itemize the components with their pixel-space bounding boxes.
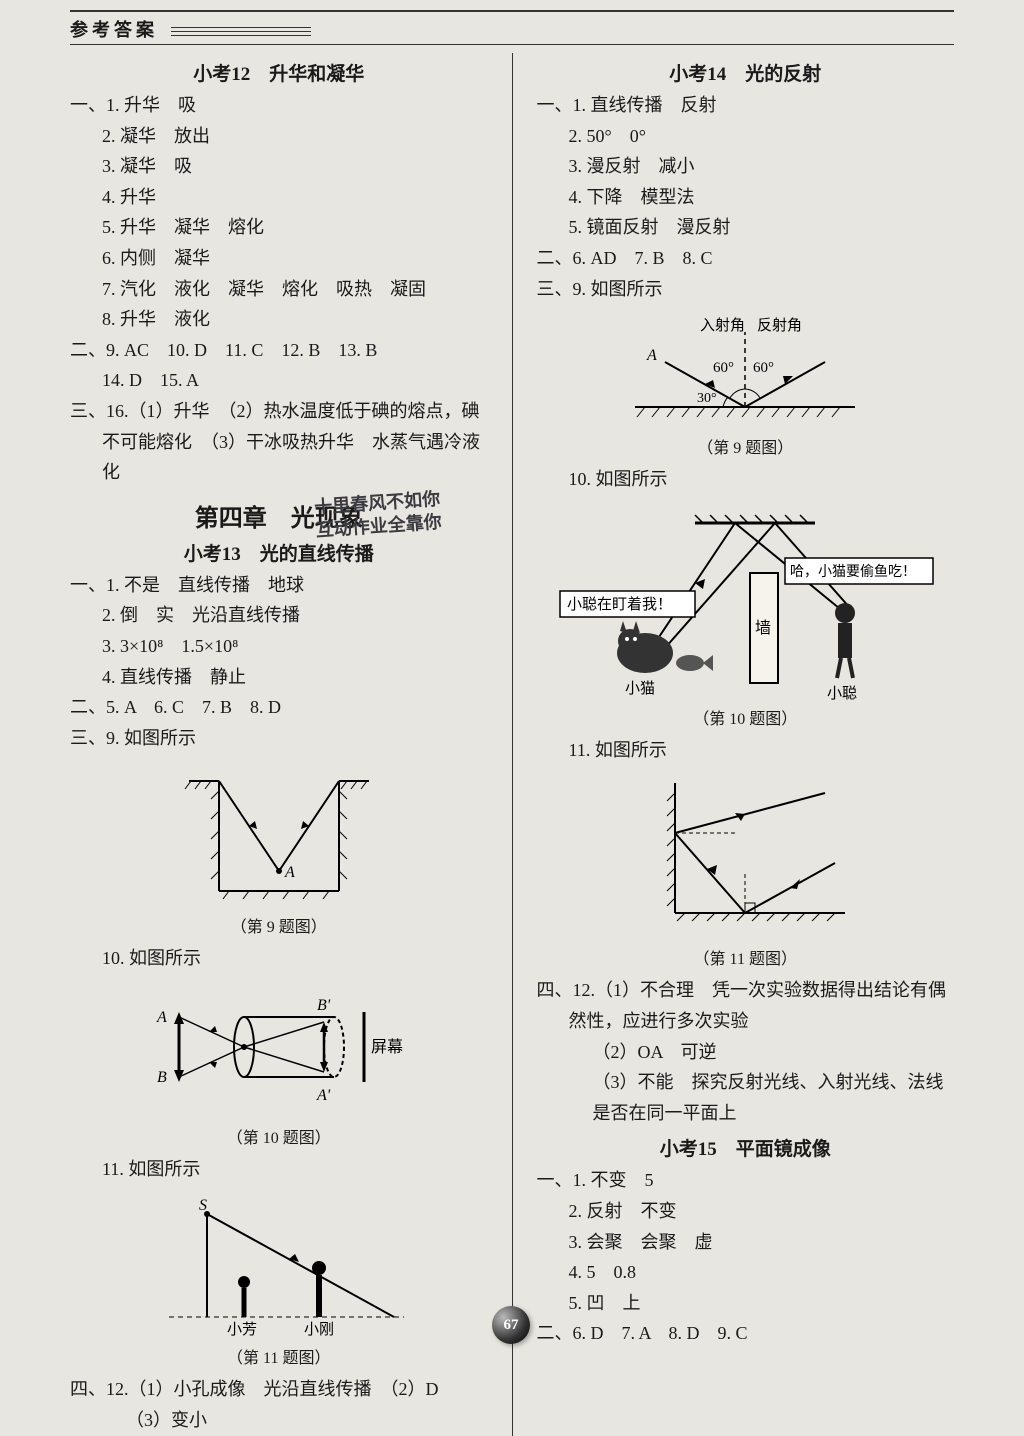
svg-text:反射角: 反射角 — [757, 317, 802, 334]
answer-line: 2. 50° 0° — [537, 121, 955, 152]
answer-line: 一、1. 不是 直线传播 地球 — [70, 570, 488, 601]
answer-line: 2. 反射 不变 — [537, 1196, 955, 1227]
svg-text:30°: 30° — [697, 391, 717, 406]
answer-line: 4. 升华 — [70, 182, 488, 213]
page-header: 参考答案 — [70, 10, 954, 45]
answer-line: 10. 如图所示 — [537, 464, 955, 495]
answer-line: 10. 如图所示 — [70, 943, 488, 974]
fig-caption: （第 11 题图） — [537, 945, 955, 969]
answer-line: 5. 镜面反射 漫反射 — [537, 212, 955, 243]
answer-line: 一、1. 不变 5 — [537, 1165, 955, 1196]
svg-text:墙: 墙 — [755, 619, 771, 637]
lens-diagram-icon: A B B' A' 屏幕 — [149, 982, 409, 1122]
answer-line: 4. 下降 模型法 — [537, 182, 955, 213]
answer-line: 4. 5 0.8 — [537, 1257, 955, 1288]
answer-line: 四、12.（1）不合理 凭一次实验数据得出结论有偶然性，应进行多次实验 — [537, 975, 955, 1036]
svg-text:小刚: 小刚 — [304, 1321, 334, 1338]
answer-line: （2）OA 可逆 — [537, 1037, 955, 1068]
answer-line: 14. D 15. A — [70, 365, 488, 396]
fig-caption: （第 10 题图） — [70, 1124, 488, 1148]
column-divider — [512, 53, 513, 1436]
header-lines-icon — [171, 24, 311, 39]
fig-caption: （第 11 题图） — [70, 1344, 488, 1368]
answer-line: 二、6. AD 7. B 8. C — [537, 243, 955, 274]
section-14-title: 小考14 光的反射 — [537, 59, 955, 86]
sec14-fig9: A 60° 60° 30° 入射角 反射角 — [537, 312, 955, 432]
svg-text:A: A — [284, 864, 295, 881]
handwritten-note: 十里春风不如你 互动作业全靠你 — [314, 488, 443, 543]
svg-text:A: A — [156, 1009, 167, 1026]
svg-text:小聪: 小聪 — [827, 685, 857, 702]
answer-line: 四、12.（1）小孔成像 光沿直线传播 （2）D — [70, 1374, 488, 1405]
answer-line: 三、16.（1）升华 （2）热水温度低于碘的熔点，碘不可能熔化 （3）干冰吸热升… — [70, 396, 488, 488]
answer-line: 一、1. 直线传播 反射 — [537, 90, 955, 121]
answer-line: 3. 凝华 吸 — [70, 151, 488, 182]
section-15-title: 小考15 平面镜成像 — [537, 1134, 955, 1161]
answer-line: （3）变小 — [70, 1405, 488, 1436]
sec14-fig11 — [537, 773, 955, 943]
answer-line: 二、5. A 6. C 7. B 8. D — [70, 692, 488, 723]
sec14-fig10: 墙 小猫 小聪 小聪在盯着我！ — [537, 503, 955, 703]
svg-text:B: B — [157, 1069, 167, 1086]
shadow-diagram-icon: S 小芳 小刚 — [139, 1192, 419, 1342]
svg-text:入射角: 入射角 — [700, 317, 745, 334]
header-title: 参考答案 — [70, 20, 158, 40]
answer-line: 2. 凝华 放出 — [70, 121, 488, 152]
answer-line: 2. 倒 实 光沿直线传播 — [70, 600, 488, 631]
svg-text:B': B' — [317, 997, 331, 1014]
svg-text:60°: 60° — [713, 360, 734, 376]
svg-text:哈，小猫要偷鱼吃！: 哈，小猫要偷鱼吃！ — [790, 563, 916, 580]
double-mirror-diagram-icon — [625, 773, 865, 943]
page-number: 67 — [492, 1306, 532, 1346]
answer-line: 3. 漫反射 减小 — [537, 151, 955, 182]
answer-line: 4. 直线传播 静止 — [70, 662, 488, 693]
answer-line: 11. 如图所示 — [537, 735, 955, 766]
svg-text:小猫: 小猫 — [625, 680, 655, 697]
svg-text:60°: 60° — [753, 360, 774, 376]
left-column: 小考12 升华和凝华 一、1. 升华 吸 2. 凝华 放出 3. 凝华 吸 4.… — [70, 53, 488, 1436]
answer-line: 6. 内侧 凝华 — [70, 243, 488, 274]
sec13-fig9: A — [70, 761, 488, 911]
page-content: 小考12 升华和凝华 一、1. 升华 吸 2. 凝华 放出 3. 凝华 吸 4.… — [70, 53, 954, 1436]
svg-text:小芳: 小芳 — [227, 1321, 257, 1338]
sec13-fig10: A B B' A' 屏幕 — [70, 982, 488, 1122]
answer-line: 二、6. D 7. A 8. D 9. C — [537, 1318, 955, 1349]
reflection-diagram-icon: A 60° 60° 30° 入射角 反射角 — [605, 312, 885, 432]
fig-caption: （第 9 题图） — [537, 434, 955, 458]
svg-text:A: A — [646, 347, 657, 364]
answer-line: 一、1. 升华 吸 — [70, 90, 488, 121]
sec13-fig11: S 小芳 小刚 — [70, 1192, 488, 1342]
svg-text:屏幕: 屏幕 — [371, 1038, 403, 1056]
answer-line: 二、9. AC 10. D 11. C 12. B 13. B — [70, 335, 488, 366]
section-13-title: 小考13 光的直线传播 — [70, 539, 488, 566]
svg-text:A': A' — [316, 1087, 331, 1104]
well-diagram-icon: A — [179, 761, 379, 911]
svg-text:小聪在盯着我！: 小聪在盯着我！ — [567, 596, 672, 613]
answer-line: 3. 3×10⁸ 1.5×10⁸ — [70, 631, 488, 662]
answer-line: 7. 汽化 液化 凝华 熔化 吸热 凝固 — [70, 274, 488, 305]
answer-line: （3）不能 探究反射光线、入射光线、法线是否在同一平面上 — [537, 1067, 955, 1128]
fig-caption: （第 9 题图） — [70, 913, 488, 937]
cat-mirror-diagram-icon: 墙 小猫 小聪 小聪在盯着我！ — [555, 503, 935, 703]
answer-line: 5. 凹 上 — [537, 1288, 955, 1319]
answer-line: 5. 升华 凝华 熔化 — [70, 212, 488, 243]
fig-caption: （第 10 题图） — [537, 705, 955, 729]
answer-line: 8. 升华 液化 — [70, 304, 488, 335]
section-12-title: 小考12 升华和凝华 — [70, 59, 488, 86]
answer-line: 三、9. 如图所示 — [537, 274, 955, 305]
right-column: 小考14 光的反射 一、1. 直线传播 反射 2. 50° 0° 3. 漫反射 … — [537, 53, 955, 1436]
answer-line: 3. 会聚 会聚 虚 — [537, 1227, 955, 1258]
page-number-text: 67 — [504, 1317, 519, 1334]
answer-line: 11. 如图所示 — [70, 1154, 488, 1185]
answer-line: 三、9. 如图所示 — [70, 723, 488, 754]
